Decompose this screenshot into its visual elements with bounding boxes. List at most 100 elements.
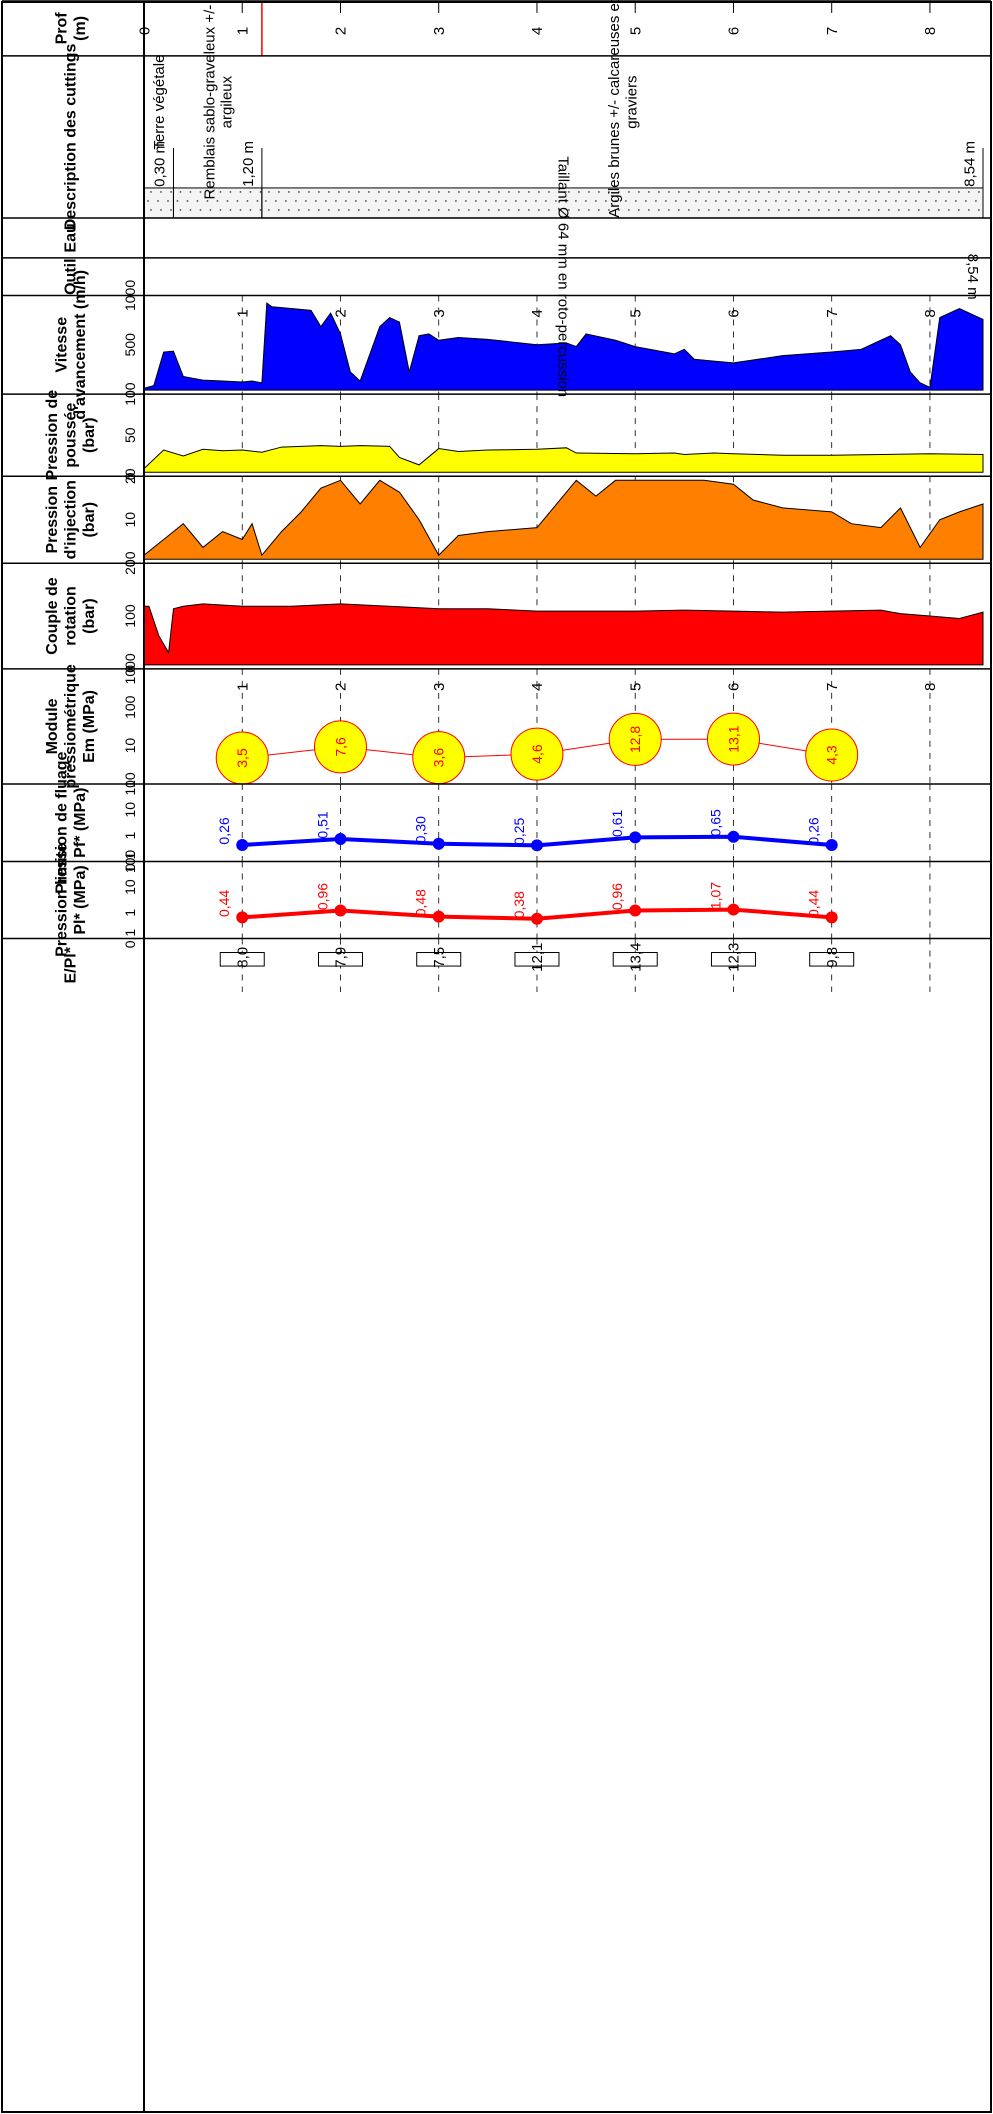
module-depth-label: 3 [431, 683, 448, 691]
lithology-grain [894, 200, 897, 202]
lithology-grain [727, 209, 730, 211]
scale-couple: 200 [122, 551, 138, 575]
header-poussee: Pression depoussée(bar) [44, 390, 98, 481]
lithology-grain [674, 200, 677, 202]
lithology-grain [614, 200, 617, 202]
lithology-grain [534, 200, 537, 202]
prof-tick-label: 0 [136, 27, 153, 35]
lithology-grain [150, 209, 152, 211]
lithology-grain [817, 191, 820, 193]
scale-poussee: 50 [122, 427, 138, 443]
lithology-grain [264, 200, 267, 202]
drill-depth-label: 5 [627, 309, 644, 317]
lithology-grain [734, 200, 737, 202]
header-ratio: E/Pl* [63, 946, 80, 983]
lithology-grain [377, 209, 380, 211]
lithology-grain [557, 209, 560, 211]
lithology-grain [357, 191, 360, 193]
lithology-grain [317, 209, 320, 211]
lithology-grain [917, 191, 920, 193]
lithology-grain [957, 191, 960, 193]
scale-vitesse: 0 [122, 390, 138, 398]
text-layer: E/Pl*Pression limitePl* (MPa) Pression de… [44, 0, 981, 984]
lithology-grain [784, 200, 787, 202]
epl-label: 8,0 [234, 947, 251, 968]
lithology-grain [717, 209, 720, 211]
lithology-grain [794, 200, 797, 202]
lithology-grain [249, 191, 252, 193]
lithology-grain [189, 191, 192, 193]
drill-depth-label: 6 [726, 309, 743, 317]
lithology-grain [757, 209, 760, 211]
fluage-point [629, 831, 642, 844]
lithology-grain [447, 209, 450, 211]
lithology-grain [384, 200, 387, 202]
lithology-grain [594, 200, 597, 202]
lithology-grain [634, 200, 637, 202]
em-label: 3,5 [234, 748, 250, 768]
lithology-grain [507, 191, 510, 193]
lithology-grain [697, 191, 700, 193]
lithology-grain [787, 191, 790, 193]
lithology-grain [226, 200, 229, 202]
lithology-grain [324, 200, 327, 202]
em-point [805, 728, 859, 782]
header-limite: Pression limitePl* (MPa) [53, 843, 88, 957]
drill-depth-label: 1 [234, 309, 251, 317]
scale-injection: 20 [122, 468, 138, 484]
em-label: 3,6 [431, 748, 447, 768]
lithology-grain [937, 191, 940, 193]
lithology-grain [249, 209, 252, 211]
lithology-label: Terre végétale [151, 55, 168, 150]
lithology-grain [884, 200, 887, 202]
lithology-grain [457, 209, 460, 211]
lithology-grain [887, 209, 890, 211]
module-depth-label: 5 [627, 683, 644, 691]
lithology-grain [189, 209, 192, 211]
lithology-grain [417, 191, 420, 193]
lithology-grain [454, 200, 457, 202]
lithology-grain [744, 200, 747, 202]
lithology-grain [157, 200, 159, 202]
lithology-base-label: 1,20 m [240, 141, 257, 187]
limite-point [334, 904, 347, 917]
lithology-grain [924, 200, 927, 202]
lithology-grain [259, 209, 262, 211]
lithology-grain [334, 200, 337, 202]
em-label: 4,6 [529, 744, 545, 764]
em-label: 4,3 [824, 745, 840, 765]
module-depth-label: 8 [922, 683, 939, 691]
lithology-grain [694, 200, 697, 202]
scale-vitesse: 500 [122, 333, 138, 357]
scale-module: 100 [122, 695, 138, 719]
header-description: Description des cuttings [63, 43, 80, 230]
lithology-grain [697, 209, 700, 211]
scale-poussee: 0 [122, 472, 138, 480]
lithology-grain [327, 191, 330, 193]
lithology-grain [824, 200, 827, 202]
lithology-grain [377, 191, 380, 193]
lithology-grain [927, 209, 930, 211]
epl-label: 7,5 [431, 947, 448, 968]
lithology-grain [427, 209, 430, 211]
tool-end-label: 8,54 m [964, 254, 981, 300]
lithology-grain [827, 191, 830, 193]
lithology-grain [199, 209, 202, 211]
lithology-grain [414, 200, 417, 202]
lithology-grain [354, 200, 357, 202]
lithology-grain [544, 200, 547, 202]
scale-limite: 100 [122, 850, 138, 874]
lithology-grain [657, 191, 660, 193]
lithology-grain [464, 200, 467, 202]
lithology-grain [944, 200, 947, 202]
em-label: 13,1 [725, 725, 741, 752]
limite-label: 0,44 [806, 890, 822, 917]
lithology-grain [737, 209, 740, 211]
lithology-grain [229, 191, 232, 193]
lithology-grain [567, 209, 570, 211]
lithology-grain [717, 191, 720, 193]
lithology-grain [777, 191, 780, 193]
lithology-grain [216, 200, 219, 202]
lithology-grain [617, 191, 620, 193]
lithology-grain [277, 191, 280, 193]
